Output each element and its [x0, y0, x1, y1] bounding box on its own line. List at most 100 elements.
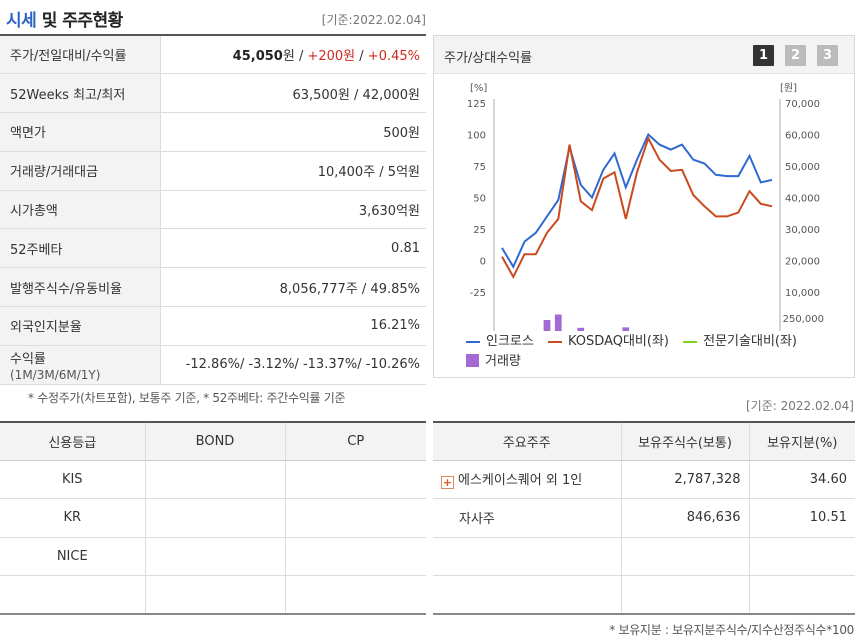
left-axis-tick-label: 100 — [467, 131, 486, 142]
table-row: 주가/전일대비/수익률 45,050원 / +200원 / +0.45% — [0, 35, 426, 75]
chart-page-3-button[interactable]: 3 — [817, 45, 838, 66]
info-value: 10,400주 / 5억원 — [160, 151, 426, 191]
expand-plus-icon[interactable]: + — [441, 476, 454, 490]
series-line-kosdaq — [501, 135, 773, 280]
left-axis-tick-label: 25 — [473, 225, 486, 236]
bond-rating — [145, 575, 286, 616]
table-row — [433, 575, 855, 616]
table-header-row: 신용등급 BOND CP — [0, 422, 426, 461]
price-chart: [%] [원] 125 100 75 50 25 0 -25 70,000 60,000 50,000… — [467, 82, 824, 331]
holder-name: 에스케이스퀘어 외 1인 — [458, 473, 583, 489]
chart-title: 주가/상대수익률 — [444, 51, 533, 66]
chart-header: 주가/상대수익률 1 2 3 — [434, 36, 854, 74]
chart-page-1-button[interactable]: 1 — [753, 45, 774, 66]
info-label: 액면가 — [0, 112, 161, 152]
volume-bar — [577, 327, 585, 331]
info-label: 수익률 (1M/3M/6M/1Y) — [0, 345, 161, 385]
column-header: 보유지분(%) — [749, 422, 855, 461]
info-value: 8,056,777주 / 49.85% — [160, 267, 426, 308]
info-value: 63,500원 / 42,000원 — [160, 73, 426, 114]
right-axis-unit: [원] — [780, 82, 797, 94]
table-row: 자사주 846,636 10.51 — [433, 498, 855, 538]
right-axis-tick-label: 40,000 — [785, 194, 820, 205]
series-line-stock — [501, 132, 773, 269]
section-header: 시세 및 주주현황 [기준:2022.02.04] — [6, 4, 426, 32]
holder-percent: 10.51 — [749, 498, 855, 538]
right-axis-tick-label: 50,000 — [785, 162, 820, 173]
agency-name: KIS — [0, 460, 146, 500]
table-header-row: 주요주주 보유주식수(보통) 보유지분(%) — [433, 422, 855, 461]
legend-label: KOSDAQ대비(좌) — [567, 334, 669, 349]
bond-rating — [145, 498, 286, 538]
info-footnote: * 수정주가(차트포함), 보통주 기준, * 52주베타: 주간수익률 기준 — [28, 391, 346, 405]
volume-axis-tick-label: 250,000 — [783, 314, 824, 325]
price-change-rate: +0.45% — [367, 49, 420, 65]
page-title-rest: 및 주주현황 — [36, 11, 124, 31]
price-change: +200원 — [307, 49, 356, 65]
left-axis-tick-label: 75 — [473, 162, 486, 173]
cp-rating — [285, 498, 426, 538]
table-row: KIS — [0, 460, 426, 500]
holder-percent: 34.60 — [749, 460, 855, 500]
legend-line-icon — [547, 340, 562, 343]
right-axis-tick-label: 70,000 — [785, 99, 820, 110]
legend-item[interactable]: 거래량 — [466, 352, 521, 372]
price-summary: 45,050원 / +200원 / +0.45% — [160, 35, 426, 75]
info-label: 발행주식수/유동비율 — [0, 267, 161, 308]
holder-shares: 846,636 — [621, 498, 750, 538]
left-axis-unit: [%] — [470, 83, 487, 94]
left-axis-tick-label: 125 — [467, 99, 486, 110]
table-row: 외국인지분율 16.21% — [0, 306, 426, 346]
legend-line-icon — [683, 340, 698, 343]
cp-rating — [285, 460, 426, 500]
stock-info-table: 주가/전일대비/수익률 45,050원 / +200원 / +0.45% 52W… — [0, 34, 426, 385]
legend-line-icon — [466, 340, 480, 343]
holders-reference-date: [기준: 2022.02.04] — [745, 399, 854, 413]
info-value: 0.81 — [160, 228, 426, 269]
left-axis-tick-label: -25 — [470, 288, 486, 299]
info-label: 주가/전일대비/수익률 — [0, 35, 161, 75]
legend-item[interactable]: KOSDAQ대비(좌) — [547, 332, 669, 352]
page-title-highlight: 시세 — [6, 11, 37, 31]
info-value: 16.21% — [160, 306, 426, 346]
left-axis-tick-label: 0 — [480, 257, 486, 268]
table-row: + 에스케이스퀘어 외 1인 2,787,328 34.60 — [433, 460, 855, 500]
chart-page-2-button[interactable]: 2 — [785, 45, 806, 66]
table-row — [0, 575, 426, 616]
column-header: CP — [285, 422, 426, 461]
right-axis-tick-label: 30,000 — [785, 225, 820, 236]
holder-name: 자사주 — [433, 498, 622, 538]
holder-name-cell: + 에스케이스퀘어 외 1인 — [433, 460, 622, 500]
right-axis-tick-label: 10,000 — [785, 288, 820, 299]
table-row: 52Weeks 최고/최저 63,500원 / 42,000원 — [0, 73, 426, 114]
holder-shares: 2,787,328 — [621, 460, 750, 500]
holder-name — [433, 537, 622, 577]
table-row: 발행주식수/유동비율 8,056,777주 / 49.85% — [0, 267, 426, 308]
column-header: BOND — [145, 422, 286, 461]
cp-rating — [285, 537, 426, 577]
chart-legend: 인크로스 KOSDAQ대비(좌) 전문기술대비(좌) 거래량 — [466, 332, 856, 372]
info-value: 500원 — [160, 112, 426, 152]
legend-box-icon — [466, 354, 479, 367]
bond-rating — [145, 537, 286, 577]
current-price: 45,050 — [232, 49, 283, 65]
holder-shares — [621, 575, 750, 616]
legend-item[interactable]: 인크로스 — [466, 332, 534, 352]
table-row: KR — [0, 498, 426, 538]
chart-panel: 주가/상대수익률 1 2 3 [%] [원] 125 100 75 50 25 0 -25 70,… — [433, 35, 855, 378]
shareholder-table: 주요주주 보유주식수(보통) 보유지분(%) + 에스케이스퀘어 외 1인 2,7… — [433, 421, 855, 616]
table-row: 수익률 (1M/3M/6M/1Y) -12.86%/ -3.12%/ -13.37… — [0, 345, 426, 385]
separator: / — [355, 49, 368, 65]
table-row: 52주베타 0.81 — [0, 228, 426, 269]
column-header: 주요주주 — [433, 422, 622, 461]
info-label: 52주베타 — [0, 228, 161, 269]
volume-bar — [543, 320, 551, 331]
info-label: 시가총액 — [0, 190, 161, 230]
price-unit: 원 — [282, 49, 295, 65]
separator: / — [294, 49, 308, 65]
reference-date: [기준:2022.02.04] — [321, 13, 426, 27]
returns-value: -12.86%/ -3.12%/ -13.37%/ -10.26% — [160, 345, 426, 385]
legend-item[interactable]: 전문기술대비(좌) — [683, 332, 797, 352]
agency-name: KR — [0, 498, 146, 538]
legend-label: 인크로스 — [486, 334, 534, 349]
